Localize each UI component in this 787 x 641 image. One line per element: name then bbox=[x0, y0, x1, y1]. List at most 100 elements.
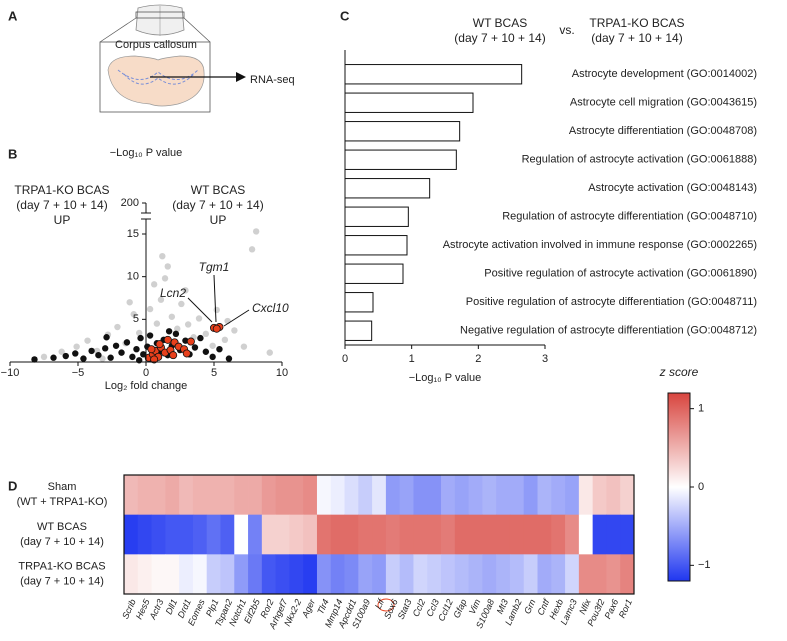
data-point bbox=[155, 340, 164, 349]
heatmap-cell bbox=[578, 554, 594, 595]
data-point bbox=[146, 332, 154, 339]
heatmap-cell bbox=[468, 514, 483, 555]
heatmap-cell bbox=[385, 475, 401, 516]
heatmap-cell bbox=[261, 514, 277, 555]
heatmap-cell bbox=[454, 554, 469, 595]
data-point bbox=[31, 356, 38, 363]
heatmap-cell bbox=[578, 475, 594, 516]
heatmap-cell bbox=[482, 514, 497, 555]
heatmap-cell bbox=[592, 514, 607, 555]
heatmap-cell bbox=[399, 554, 414, 595]
heatmap-cell bbox=[137, 554, 152, 595]
heatmap-cell bbox=[206, 475, 221, 516]
heatmap-cell bbox=[399, 514, 414, 555]
data-point bbox=[202, 348, 210, 355]
column-label: Ager bbox=[300, 597, 318, 620]
heatmap-cell bbox=[551, 475, 566, 516]
x-tick-label: −10 bbox=[1, 367, 20, 379]
heatmap-cell bbox=[220, 475, 235, 516]
colorbar-tick-label: 0 bbox=[698, 481, 704, 493]
column-label: Gfap bbox=[451, 598, 468, 620]
panel-label: C bbox=[340, 8, 350, 23]
x-tick-label: 2 bbox=[475, 353, 481, 365]
row-label: Sham bbox=[48, 481, 77, 493]
diagram-label: Corpus callosum bbox=[115, 39, 197, 51]
heatmap-cell bbox=[537, 514, 552, 555]
data-point bbox=[163, 335, 172, 344]
bar bbox=[344, 149, 457, 170]
heatmap-cell bbox=[468, 554, 483, 595]
heatmap-cell bbox=[344, 475, 359, 516]
heatmap-cell bbox=[399, 475, 414, 516]
data-point bbox=[186, 337, 195, 346]
data-point bbox=[165, 328, 173, 335]
category-label: Positive regulation of astrocyte activat… bbox=[484, 268, 757, 280]
heatmap-cell bbox=[523, 514, 538, 555]
heatmap-cell bbox=[316, 554, 332, 595]
heatmap-cell bbox=[179, 514, 194, 555]
leader-line bbox=[223, 309, 250, 327]
heatmap-cell bbox=[592, 554, 607, 595]
data-point bbox=[231, 327, 238, 334]
data-point bbox=[112, 342, 120, 349]
colorbar bbox=[667, 392, 691, 582]
x-tick-label: 1 bbox=[409, 353, 415, 365]
heatmap-cell bbox=[509, 554, 525, 595]
annotation: TRPA1-KO BCAS bbox=[14, 183, 109, 197]
heatmap-cell bbox=[358, 554, 373, 595]
heatmap-cell bbox=[606, 514, 621, 555]
data-point bbox=[252, 228, 260, 235]
data-point bbox=[182, 287, 189, 294]
y-axis-title: −Log₁₀ P value bbox=[110, 147, 183, 159]
point-label: Tgm1 bbox=[199, 260, 230, 274]
category-label: Negative regulation of astrocyte differe… bbox=[460, 325, 757, 337]
heatmap-cell bbox=[289, 514, 304, 555]
bar bbox=[344, 320, 373, 341]
data-point bbox=[153, 320, 161, 327]
heatmap-cell bbox=[454, 514, 469, 555]
heatmap-cell bbox=[496, 475, 511, 516]
annotation: UP bbox=[54, 213, 71, 227]
heatmap-cell bbox=[523, 475, 538, 516]
x-axis-title: Log₂ fold change bbox=[105, 380, 188, 392]
data-point bbox=[50, 354, 57, 361]
column-label: Stat3 bbox=[396, 598, 414, 621]
heatmap-cell bbox=[330, 554, 345, 595]
heatmap-cell bbox=[192, 475, 208, 516]
y-tick-label: 10 bbox=[127, 271, 139, 283]
heatmap-cell bbox=[179, 554, 194, 595]
y-tick-label: 200 bbox=[121, 197, 139, 209]
colorbar-tick-label: 1 bbox=[698, 403, 704, 415]
x-tick-label: 10 bbox=[276, 367, 288, 379]
x-tick-label: 5 bbox=[211, 367, 217, 379]
heatmap-cell bbox=[606, 554, 621, 595]
heatmap-cell bbox=[192, 554, 208, 595]
heatmap-cell bbox=[137, 475, 152, 516]
heatmap-cell bbox=[372, 514, 387, 555]
x-tick-label: 0 bbox=[143, 367, 149, 379]
heatmap-cell bbox=[206, 554, 221, 595]
data-point bbox=[216, 346, 223, 353]
data-point bbox=[126, 299, 133, 306]
data-point bbox=[212, 324, 221, 333]
category-label: Positive regulation of astrocyte differe… bbox=[466, 296, 757, 308]
row-label: (day 7 + 10 + 14) bbox=[20, 536, 104, 548]
data-point bbox=[84, 337, 91, 344]
heatmap-cell bbox=[137, 514, 152, 555]
heatmap-cell bbox=[165, 554, 180, 595]
heatmap-cell bbox=[330, 514, 345, 555]
heatmap-cell bbox=[565, 554, 580, 595]
heatmap-cell bbox=[509, 514, 525, 555]
heatmap-cell bbox=[248, 475, 263, 516]
comparison-label: WT BCAS bbox=[473, 16, 527, 30]
data-point bbox=[140, 351, 147, 358]
heatmap-cell bbox=[482, 475, 497, 516]
heatmap-cell bbox=[303, 475, 318, 516]
heatmap-cell bbox=[441, 514, 456, 555]
highlight-circle bbox=[377, 598, 395, 612]
bar bbox=[344, 206, 409, 227]
point-label: Cxcl10 bbox=[252, 301, 289, 315]
comparison-label: (day 7 + 10 + 14) bbox=[591, 31, 682, 45]
panel-label: B bbox=[8, 146, 17, 161]
heatmap-cell bbox=[620, 475, 635, 516]
